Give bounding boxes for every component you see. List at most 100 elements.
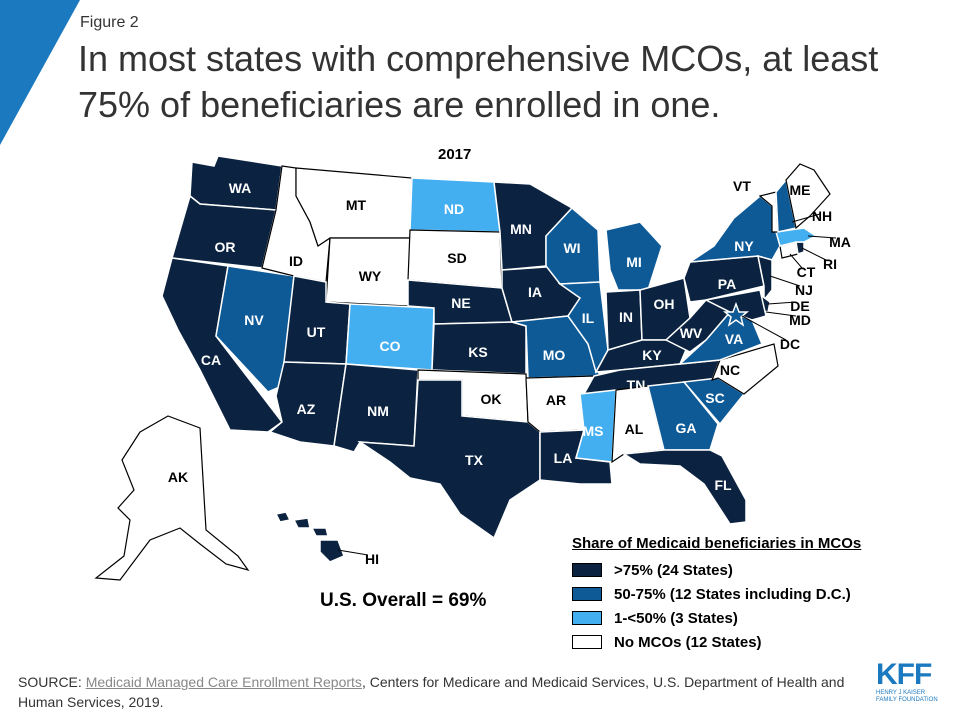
legend-item-gt75: >75% (24 States)	[572, 558, 942, 582]
state-label-az: AZ	[297, 401, 316, 417]
logo-subtitle-1: HENRY J KAISER	[876, 690, 926, 696]
state-label-tn: TN	[627, 377, 646, 393]
logo-text: KFF	[876, 658, 932, 691]
state-label-in: IN	[619, 309, 633, 325]
corner-accent	[0, 0, 80, 145]
state-label-or: OR	[215, 239, 236, 255]
state-label-al: AL	[625, 421, 644, 437]
state-label-sc: SC	[705, 390, 724, 406]
state-me	[785, 163, 831, 230]
state-il	[557, 281, 609, 374]
us-overall: U.S. Overall = 69%	[320, 590, 487, 611]
state-ga	[647, 381, 719, 451]
leader-line-nj	[769, 275, 801, 287]
state-nv	[215, 265, 295, 393]
state-label-ri: RI	[823, 256, 837, 272]
legend-item-none: No MCOs (12 States)	[572, 630, 942, 654]
state-label-ia: IA	[528, 284, 542, 300]
state-label-ky: KY	[642, 347, 662, 363]
state-ms	[575, 389, 617, 463]
state-ks	[431, 321, 527, 375]
state-label-ut: UT	[307, 324, 326, 340]
state-label-ga: GA	[676, 420, 697, 436]
state-tx	[357, 379, 541, 540]
state-label-nm: NM	[367, 403, 389, 419]
state-label-va: VA	[725, 331, 743, 347]
legend-item-1-50: 1-<50% (3 States)	[572, 606, 942, 630]
state-label-wi: WI	[563, 240, 580, 256]
state-label-fl: FL	[714, 477, 732, 493]
state-hi	[274, 511, 345, 563]
legend-label: No MCOs (12 States)	[614, 633, 762, 651]
leader-line-ma	[807, 235, 837, 239]
state-label-sd: SD	[447, 250, 466, 266]
state-label-tx: TX	[465, 452, 484, 468]
leader-line-md	[765, 311, 797, 317]
source-prefix: SOURCE:	[18, 674, 86, 690]
state-label-nc: NC	[720, 362, 740, 378]
state-label-dc: DC	[780, 336, 800, 352]
state-label-vt: VT	[733, 178, 751, 194]
page-title: In most states with comprehensive MCOs, …	[78, 38, 879, 125]
leader-line-hi	[337, 549, 369, 556]
legend-swatch	[572, 587, 602, 601]
legend: Share of Medicaid beneficiaries in MCOs …	[572, 535, 942, 654]
source-suffix: , Centers for Medicare and Medicaid Serv…	[18, 674, 845, 710]
state-label-nd: ND	[444, 201, 464, 217]
state-vt	[758, 191, 779, 233]
legend-label: 50-75% (12 States including D.C.)	[614, 585, 851, 603]
state-label-me: ME	[790, 182, 811, 198]
state-label-wy: WY	[359, 268, 382, 284]
state-label-mt: MT	[346, 197, 367, 213]
state-label-ny: NY	[734, 238, 754, 254]
state-label-ms: MS	[583, 423, 604, 439]
map-year: 2017	[438, 146, 472, 163]
legend-swatch	[572, 611, 602, 625]
state-label-nv: NV	[244, 312, 264, 328]
state-nj	[757, 254, 773, 303]
state-label-hi: HI	[365, 551, 379, 567]
legend-label: >75% (24 States)	[614, 561, 733, 579]
figure-label: Figure 2	[80, 14, 139, 31]
leader-line-ct	[789, 253, 803, 269]
state-label-il: IL	[582, 310, 595, 326]
leader-line-de	[767, 301, 797, 305]
state-co	[345, 303, 435, 371]
legend-swatch	[572, 635, 602, 649]
kff-logo: KFF HENRY J KAISER FAMILY FOUNDATION	[876, 660, 946, 710]
leader-line-nh	[791, 213, 821, 223]
state-label-ma: MA	[829, 234, 851, 250]
state-label-ne: NE	[451, 295, 470, 311]
source-note: SOURCE: Medicaid Managed Care Enrollment…	[18, 672, 858, 712]
state-label-ak: AK	[168, 469, 188, 485]
source-link[interactable]: Medicaid Managed Care Enrollment Reports	[85, 674, 362, 690]
state-label-ok: OK	[481, 391, 502, 407]
state-label-de: DE	[790, 298, 809, 314]
state-label-la: LA	[554, 450, 573, 466]
state-label-nh: NH	[812, 208, 832, 224]
leader-line-ri	[801, 247, 827, 261]
state-label-ca: CA	[201, 352, 221, 368]
leader-line-dc	[741, 315, 787, 341]
state-label-mi: MI	[626, 254, 642, 270]
state-label-ar: AR	[546, 392, 566, 408]
state-label-mo: MO	[543, 347, 566, 363]
state-label-mn: MN	[510, 221, 532, 237]
legend-label: 1-<50% (3 States)	[614, 609, 738, 627]
state-ma	[775, 227, 818, 247]
state-label-md: MD	[789, 312, 811, 328]
state-label-ct: CT	[797, 264, 816, 280]
logo-subtitle-2: FAMILY FOUNDATION	[876, 697, 938, 703]
state-label-ks: KS	[468, 344, 487, 360]
state-label-oh: OH	[654, 296, 675, 312]
state-dc	[722, 301, 750, 327]
legend-item-50-75: 50-75% (12 States including D.C.)	[572, 582, 942, 606]
state-label-pa: PA	[718, 276, 736, 292]
legend-swatch	[572, 563, 602, 577]
state-label-wv: WV	[680, 325, 703, 341]
state-fl	[621, 449, 747, 525]
legend-title: Share of Medicaid beneficiaries in MCOs	[572, 535, 862, 552]
state-label-id: ID	[289, 253, 303, 269]
us-map: WA OR CA NV ID MT WY UT AZ CO NM ND SD NE KS OK TX MN IA MO…	[94, 155, 851, 581]
state-label-wa: WA	[229, 180, 252, 196]
